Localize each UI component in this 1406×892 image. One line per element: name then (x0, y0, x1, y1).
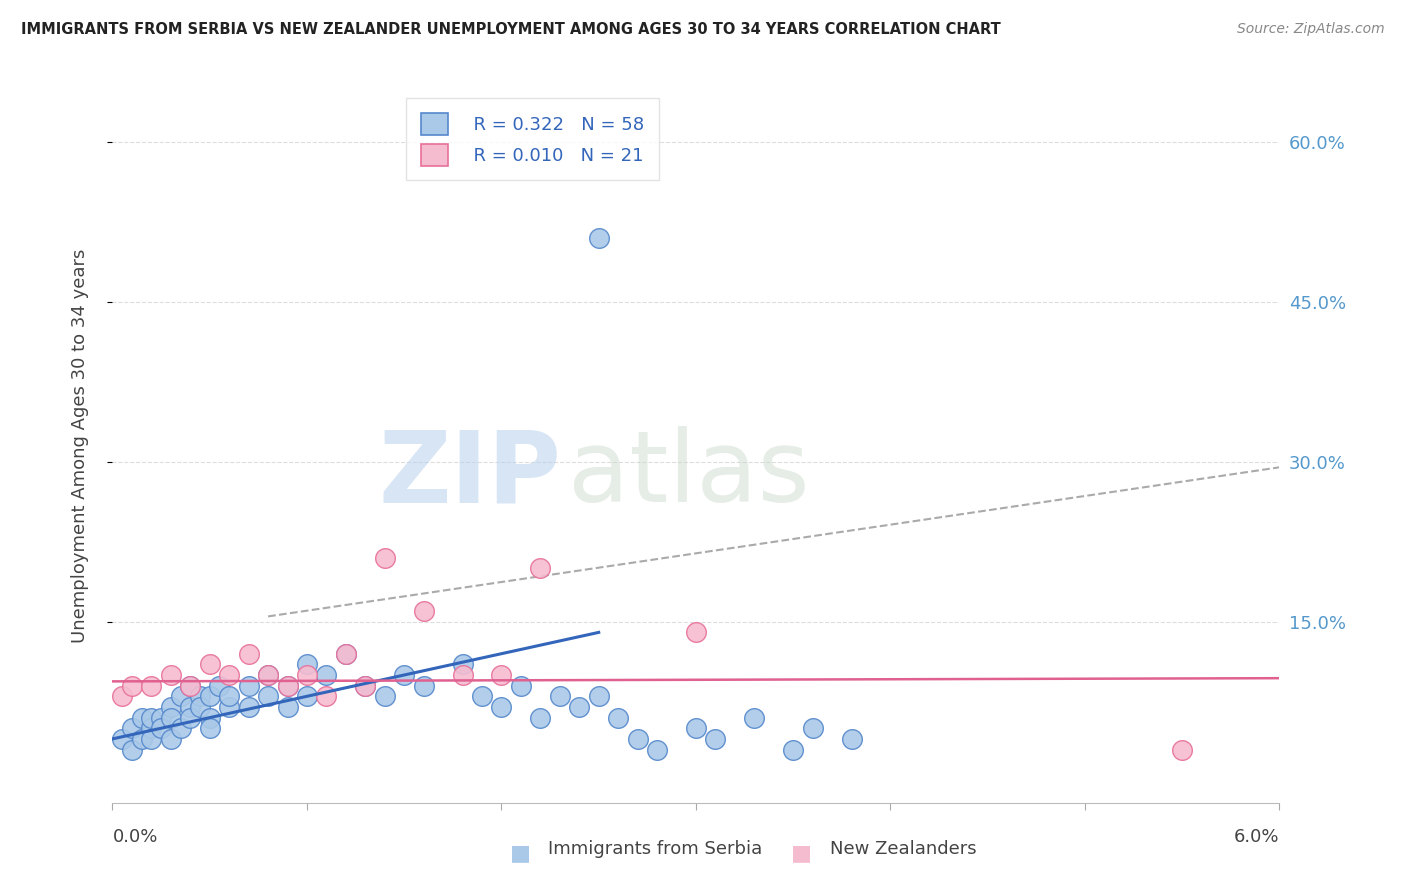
Point (121, 721, 143, 735)
Point (218, 668, 240, 682)
Point (131, 710, 153, 724)
Point (160, 700, 183, 714)
Point (179, 700, 201, 714)
Point (141, 731, 163, 746)
Point (471, 690, 494, 704)
Point (335, 647, 357, 661)
Point (645, 742, 668, 756)
Point (548, 690, 571, 704)
Point (354, 679, 377, 693)
Point (141, 721, 163, 735)
Y-axis label: Unemployment Among Ages 30 to 34 years: Unemployment Among Ages 30 to 34 years (70, 249, 89, 643)
Point (238, 647, 260, 661)
Text: IMMIGRANTS FROM SERBIA VS NEW ZEALANDER UNEMPLOYMENT AMONG AGES 30 TO 34 YEARS C: IMMIGRANTS FROM SERBIA VS NEW ZEALANDER … (21, 22, 1001, 37)
Point (160, 710, 183, 724)
Point (335, 647, 357, 661)
Point (111, 731, 134, 746)
Point (218, 690, 240, 704)
Point (295, 690, 318, 704)
Point (188, 700, 211, 714)
Point (509, 679, 531, 693)
Point (179, 679, 201, 693)
Point (354, 679, 377, 693)
Point (276, 700, 298, 714)
Point (198, 657, 221, 672)
Legend:   R = 0.322   N = 58,   R = 0.010   N = 21: R = 0.322 N = 58, R = 0.010 N = 21 (406, 98, 659, 180)
Text: 0.0%: 0.0% (112, 828, 157, 846)
Point (150, 721, 173, 735)
Point (238, 679, 260, 693)
Point (685, 721, 707, 735)
Point (295, 668, 318, 682)
Point (141, 679, 163, 693)
Text: New Zealanders: New Zealanders (830, 840, 976, 858)
Point (412, 604, 434, 618)
Point (529, 710, 551, 724)
Point (394, 668, 416, 682)
Point (685, 625, 707, 640)
Point (121, 742, 143, 756)
Point (208, 679, 231, 693)
Point (491, 668, 513, 682)
Point (131, 731, 153, 746)
Point (782, 742, 804, 756)
Point (627, 731, 650, 746)
Point (276, 679, 298, 693)
Text: ■: ■ (792, 843, 811, 863)
Point (169, 690, 191, 704)
Point (704, 731, 727, 746)
Point (491, 700, 513, 714)
Point (179, 710, 201, 724)
Point (198, 690, 221, 704)
Point (451, 668, 474, 682)
Point (160, 731, 183, 746)
Point (1171, 742, 1194, 756)
Point (257, 668, 280, 682)
Text: 6.0%: 6.0% (1234, 828, 1279, 846)
Point (841, 731, 863, 746)
Point (529, 561, 551, 575)
Point (179, 679, 201, 693)
Point (451, 657, 474, 672)
Point (315, 668, 337, 682)
Point (412, 679, 434, 693)
Point (111, 690, 134, 704)
Point (568, 700, 591, 714)
Point (801, 721, 824, 735)
Point (257, 690, 280, 704)
Point (218, 700, 240, 714)
Point (160, 668, 183, 682)
Point (588, 690, 610, 704)
Text: Immigrants from Serbia: Immigrants from Serbia (548, 840, 762, 858)
Point (295, 657, 318, 672)
Point (188, 690, 211, 704)
Point (744, 710, 766, 724)
Point (238, 700, 260, 714)
Text: ■: ■ (510, 843, 530, 863)
Point (121, 679, 143, 693)
Point (169, 721, 191, 735)
Point (150, 710, 173, 724)
Text: ZIP: ZIP (378, 426, 562, 523)
Point (588, 231, 610, 245)
Text: Source: ZipAtlas.com: Source: ZipAtlas.com (1237, 22, 1385, 37)
Point (198, 721, 221, 735)
Point (141, 710, 163, 724)
Point (257, 668, 280, 682)
Point (276, 679, 298, 693)
Text: atlas: atlas (568, 426, 810, 523)
Point (374, 690, 396, 704)
Point (315, 690, 337, 704)
Point (374, 550, 396, 565)
Point (198, 710, 221, 724)
Point (607, 710, 630, 724)
